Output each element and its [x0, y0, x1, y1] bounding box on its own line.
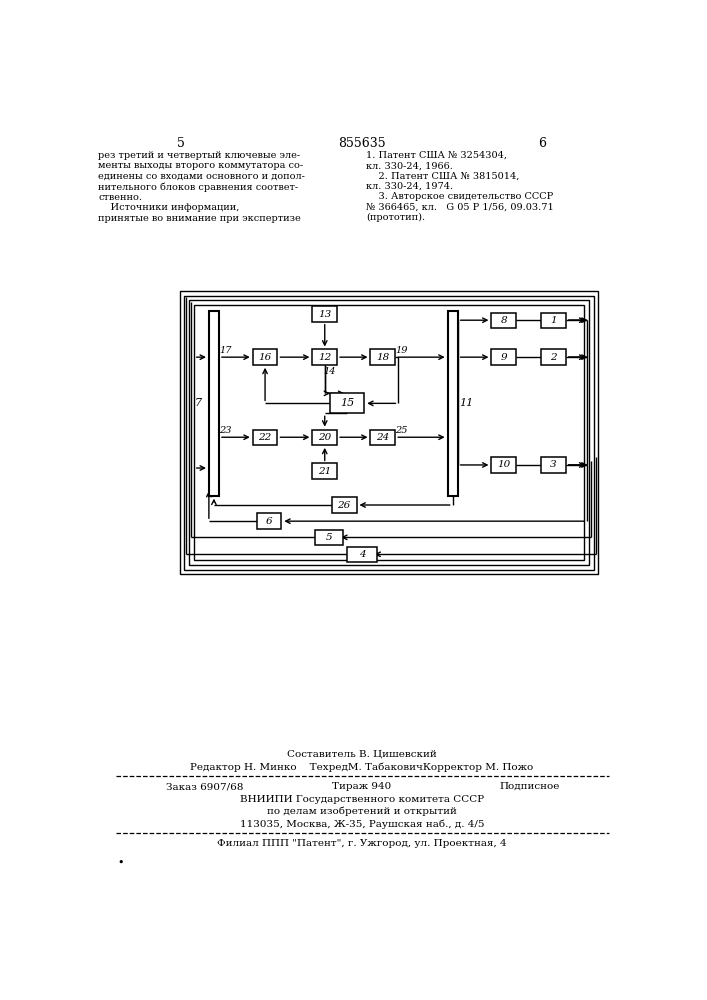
- Bar: [315, 530, 343, 545]
- Bar: [491, 349, 516, 365]
- Text: 18: 18: [376, 353, 390, 362]
- Text: 8: 8: [501, 316, 507, 325]
- Bar: [370, 349, 395, 365]
- Bar: [332, 497, 356, 513]
- Text: 9: 9: [501, 353, 507, 362]
- Text: Тираж 940: Тираж 940: [332, 782, 392, 791]
- Text: рез третий и четвертый ключевые эле-
менты выходы второго коммутатора со-
единен: рез третий и четвертый ключевые эле- мен…: [98, 151, 305, 223]
- Text: 4: 4: [358, 550, 366, 559]
- Text: Подписное: Подписное: [500, 782, 561, 791]
- Text: 21: 21: [318, 467, 332, 476]
- Bar: [252, 349, 277, 365]
- Text: 22: 22: [259, 433, 271, 442]
- Text: 23: 23: [219, 426, 231, 435]
- Text: 3: 3: [550, 460, 556, 469]
- Text: 25: 25: [395, 426, 408, 435]
- Text: 1. Патент США № 3254304,
кл. 330-24, 1966.
    2. Патент США № 3815014,
кл. 330-: 1. Патент США № 3254304, кл. 330-24, 196…: [366, 151, 554, 222]
- Text: 7: 7: [195, 398, 202, 408]
- Text: 26: 26: [337, 500, 351, 510]
- Text: 12: 12: [318, 353, 332, 362]
- Bar: [491, 457, 516, 473]
- Text: 6: 6: [266, 517, 272, 526]
- Bar: [312, 430, 337, 445]
- Text: 10: 10: [497, 460, 510, 469]
- Text: 2: 2: [550, 353, 556, 362]
- Text: 19: 19: [395, 346, 408, 355]
- Text: •: •: [118, 858, 124, 868]
- Bar: [189, 300, 589, 565]
- Text: 20: 20: [318, 433, 332, 442]
- Text: 5: 5: [177, 137, 185, 150]
- Bar: [209, 311, 219, 496]
- Text: 15: 15: [340, 398, 354, 408]
- Text: Редактор Н. Минко    ТехредМ. ТабаковичКорректор М. Пожо: Редактор Н. Минко ТехредМ. ТабаковичКорр…: [190, 762, 534, 772]
- Text: 13: 13: [318, 310, 332, 319]
- Text: Составитель В. Цишевский: Составитель В. Цишевский: [287, 750, 437, 759]
- Bar: [194, 305, 585, 560]
- Text: 16: 16: [259, 353, 271, 362]
- Text: по делам изобретений и открытий: по делам изобретений и открытий: [267, 807, 457, 816]
- Text: 113035, Москва, Ж-35, Раушская наб., д. 4/5: 113035, Москва, Ж-35, Раушская наб., д. …: [240, 819, 484, 829]
- Bar: [370, 430, 395, 445]
- Bar: [347, 547, 377, 562]
- Bar: [180, 291, 598, 574]
- Bar: [491, 312, 516, 328]
- Text: 17: 17: [219, 346, 231, 355]
- Text: 5: 5: [325, 533, 332, 542]
- Text: Заказ 6907/68: Заказ 6907/68: [166, 782, 243, 791]
- Bar: [541, 349, 566, 365]
- Bar: [252, 430, 277, 445]
- Bar: [257, 513, 281, 529]
- Text: 855635: 855635: [338, 137, 386, 150]
- Text: ВНИИПИ Государственного комитета СССР: ВНИИПИ Государственного комитета СССР: [240, 795, 484, 804]
- Text: 14: 14: [323, 367, 336, 376]
- Bar: [312, 306, 337, 322]
- Bar: [330, 393, 364, 413]
- Bar: [312, 463, 337, 479]
- Text: 11: 11: [460, 398, 474, 408]
- Bar: [541, 457, 566, 473]
- Text: 1: 1: [550, 316, 556, 325]
- Bar: [541, 312, 566, 328]
- Text: 24: 24: [376, 433, 390, 442]
- Bar: [312, 349, 337, 365]
- Bar: [448, 311, 457, 496]
- Bar: [185, 296, 594, 570]
- Text: 6: 6: [538, 137, 546, 150]
- Text: Филиал ППП "Патент", г. Ужгород, ул. Проектная, 4: Филиал ППП "Патент", г. Ужгород, ул. Про…: [217, 839, 507, 848]
